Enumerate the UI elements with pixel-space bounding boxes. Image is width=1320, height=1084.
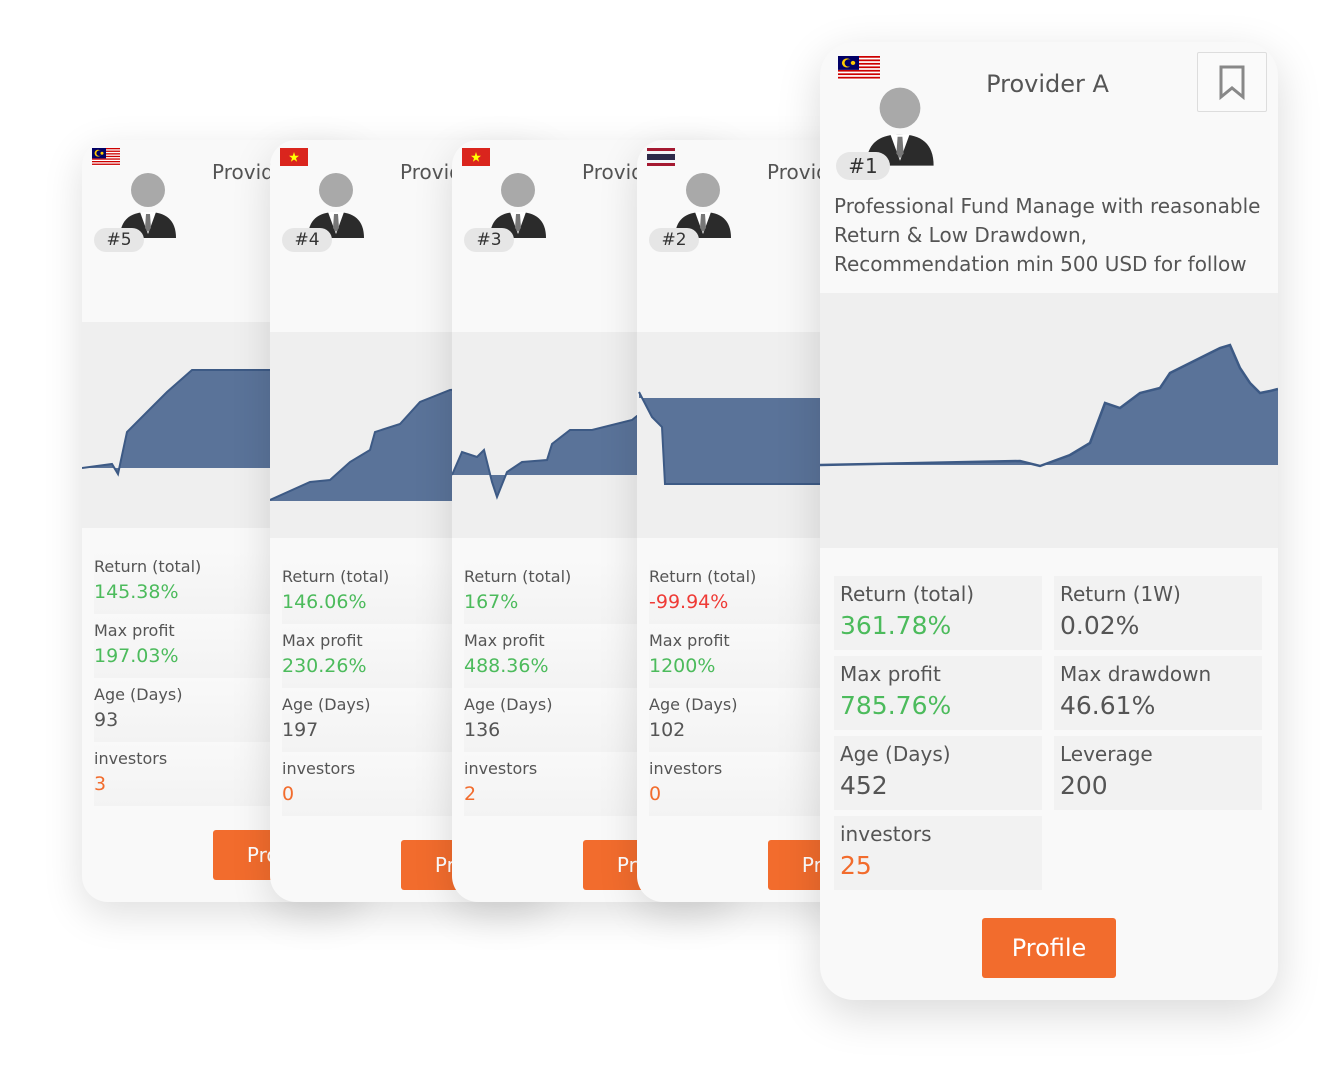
rank-badge: #1: [836, 152, 890, 180]
stat: investors 0: [649, 752, 829, 816]
stat-value: 2: [464, 783, 477, 805]
chart-graphic: [820, 343, 1278, 468]
stat: Age (Days) 102: [649, 688, 829, 752]
stats: Return (total) 146.06% Max profit 230.26% …: [282, 560, 462, 816]
stat: Max profit 1200%: [649, 624, 829, 688]
stat: Age (Days) 197: [282, 688, 462, 752]
stat: Max profit 785.76%: [834, 656, 1042, 730]
stat-label: Age (Days): [464, 695, 553, 714]
rank-badge: #5: [94, 228, 144, 252]
stat-value: 136: [464, 719, 501, 741]
stat-value: 3: [94, 773, 107, 795]
stat-label: Age (Days): [649, 695, 738, 714]
stat: Return (total) 167%: [464, 560, 644, 624]
stat-value: 452: [840, 771, 888, 800]
stat-label: Return (total): [649, 567, 757, 586]
stat: investors 0: [282, 752, 462, 816]
stat-label: Age (Days): [840, 742, 951, 766]
stat-value: 146.06%: [282, 591, 367, 613]
flag: [462, 148, 490, 166]
stat-value: 1200%: [649, 655, 716, 677]
stat: Max profit 230.26%: [282, 624, 462, 688]
stat-label: investors: [464, 759, 538, 778]
stat: Age (Days) 93: [94, 678, 274, 742]
stat-label: Return (total): [464, 567, 572, 586]
stat-label: Max profit: [94, 621, 175, 640]
flag: [280, 148, 308, 166]
stat-value: -99.94%: [649, 591, 729, 613]
stat-value: 167%: [464, 591, 519, 613]
stat: Return (1W) 0.02%: [1054, 576, 1262, 650]
stat-value: 0: [649, 783, 662, 805]
stat-label: Return (total): [840, 582, 975, 606]
stat-label: Age (Days): [94, 685, 183, 704]
stat-label: investors: [94, 749, 168, 768]
stat: Return (total) 146.06%: [282, 560, 462, 624]
stat-label: Return (total): [282, 567, 390, 586]
stat-label: Max profit: [840, 662, 941, 686]
stat: investors 25: [834, 816, 1042, 890]
stat-value: 93: [94, 709, 119, 731]
stat-value: 46.61%: [1060, 691, 1156, 720]
stats: Return (total) -99.94% Max profit 1200% Ag…: [649, 560, 829, 816]
stat: Return (total) -99.94%: [649, 560, 829, 624]
stat: investors 2: [464, 752, 644, 816]
stats: Return (total) 145.38% Max profit 197.03% …: [94, 550, 274, 806]
stat-label: investors: [840, 822, 932, 846]
stat: Return (total) 145.38%: [94, 550, 274, 614]
stat-label: Max profit: [649, 631, 730, 650]
stat-label: Return (total): [94, 557, 202, 576]
stat-value: 785.76%: [840, 691, 952, 720]
flag: [838, 56, 880, 80]
featured-card: #1 Provider A Professional Fund Manage w…: [820, 42, 1278, 1000]
stat-value: 200: [1060, 771, 1108, 800]
stat: Age (Days) 452: [834, 736, 1042, 810]
stat-value: 102: [649, 719, 686, 741]
stat: Max profit 197.03%: [94, 614, 274, 678]
stat-value: 197: [282, 719, 319, 741]
stat-label: Return (1W): [1060, 582, 1181, 606]
stat: investors 3: [94, 742, 274, 806]
stat-value: 0.02%: [1060, 611, 1140, 640]
stat-label: investors: [282, 759, 356, 778]
stat-label: Max profit: [282, 631, 363, 650]
bookmark-button[interactable]: [1197, 52, 1267, 112]
stat: Max profit 488.36%: [464, 624, 644, 688]
stat-label: Age (Days): [282, 695, 371, 714]
stat-label: Max profit: [464, 631, 545, 650]
description: Professional Fund Manage with reasonable…: [834, 194, 1261, 276]
rank-badge: #3: [464, 228, 514, 252]
stat-value: 230.26%: [282, 655, 367, 677]
stat-label: Max drawdown: [1060, 662, 1212, 686]
stat-value: 0: [282, 783, 295, 805]
profile-button[interactable]: Profile: [982, 918, 1116, 978]
stat-value: 145.38%: [94, 581, 179, 603]
equity-chart: [820, 293, 1278, 548]
flag: [92, 148, 120, 166]
provider-name: Provider A: [986, 70, 1109, 98]
stats: Return (total) 361.78% Return (1W) 0.02% M…: [834, 576, 1264, 890]
stat-value: 25: [840, 851, 872, 880]
stat-value: 197.03%: [94, 645, 179, 667]
stat: Return (total) 361.78%: [834, 576, 1042, 650]
rank-badge: #4: [282, 228, 332, 252]
stat-label: Leverage: [1060, 742, 1153, 766]
stat-value: 361.78%: [840, 611, 952, 640]
stat-label: investors: [649, 759, 723, 778]
stat-value: 488.36%: [464, 655, 549, 677]
rank-badge: #2: [649, 228, 699, 252]
stats: Return (total) 167% Max profit 488.36% Age…: [464, 560, 644, 816]
stat: Max drawdown 46.61%: [1054, 656, 1262, 730]
bookmark-icon: [1219, 65, 1245, 101]
stat: Age (Days) 136: [464, 688, 644, 752]
stat: Leverage 200: [1054, 736, 1262, 810]
flag: [647, 148, 675, 166]
